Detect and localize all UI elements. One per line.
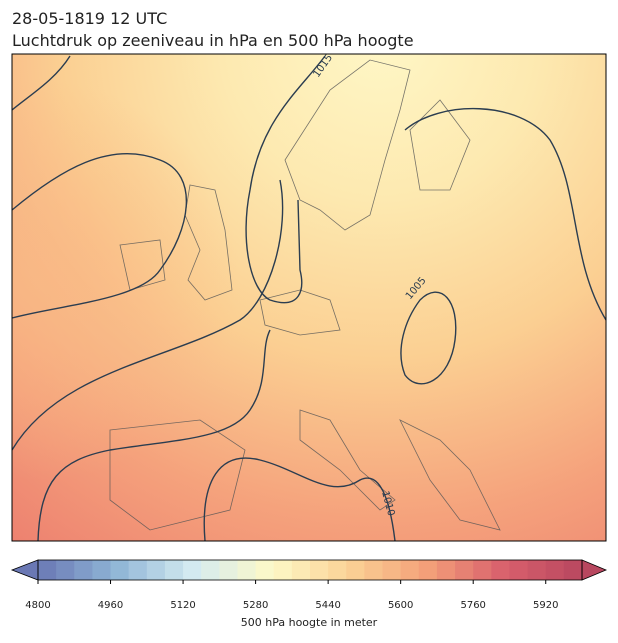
isobar xyxy=(11,55,71,111)
colorbar-swatch xyxy=(400,560,420,580)
colorbar-swatch xyxy=(237,560,257,580)
colorbar-label: 500 hPa hoogte in meter xyxy=(241,616,378,629)
isobar xyxy=(404,108,607,321)
colorbar-swatch xyxy=(38,560,57,580)
colorbar-swatch xyxy=(310,560,329,580)
colorbar-swatch xyxy=(255,560,275,580)
colorbar-swatch xyxy=(291,560,311,580)
colorbar-tick-label: 5280 xyxy=(243,600,268,611)
colorbar-extend-low xyxy=(10,559,39,581)
colorbar-swatch xyxy=(473,560,492,580)
colorbar-tick-label: 4960 xyxy=(98,600,123,611)
colorbar-swatch xyxy=(128,560,148,580)
isobar xyxy=(245,55,326,304)
isobar xyxy=(11,152,188,319)
colorbar-swatch xyxy=(346,560,365,580)
colorbar-swatch xyxy=(164,560,184,580)
coast-ireland xyxy=(119,239,166,291)
colorbar-swatch xyxy=(56,560,75,580)
isobars xyxy=(11,55,607,542)
map-frame xyxy=(11,53,607,542)
colorbar-swatch xyxy=(382,560,402,580)
colorbar-swatch xyxy=(110,560,130,580)
map-shade xyxy=(12,54,606,541)
title: 28-05-1819 12 UTC xyxy=(12,9,167,28)
colorbar-swatch xyxy=(328,560,347,580)
colorbar-swatch xyxy=(201,560,220,580)
coast-britain xyxy=(184,184,233,301)
subtitle: Luchtdruk op zeeniveau in hPa en 500 hPa… xyxy=(12,31,414,50)
colorbar-swatch xyxy=(509,560,529,580)
colorbar-tick-label: 5120 xyxy=(170,600,195,611)
isobar xyxy=(37,329,271,542)
coast-balkans xyxy=(399,419,501,531)
colorbar-tick-label: 5920 xyxy=(533,600,558,611)
colorbar-swatch xyxy=(491,560,510,580)
isobar xyxy=(11,179,284,451)
colorbar-swatch xyxy=(545,560,565,580)
colorbar-swatch xyxy=(563,560,583,580)
colorbar-swatch xyxy=(527,560,547,580)
colorbar: 4800 4960 5120 5280 5440 5600 5760 5920 xyxy=(10,559,608,611)
colorbar-swatch xyxy=(219,560,238,580)
coast-finland xyxy=(409,99,471,191)
colorbar-frame xyxy=(37,559,583,581)
colorbar-swatch xyxy=(364,560,384,580)
colorbar-swatch xyxy=(418,560,438,580)
colorbar-swatch xyxy=(146,560,166,580)
colorbar-tick-label: 5440 xyxy=(315,600,340,611)
coast-lowlands xyxy=(259,289,341,336)
colorbar-swatch xyxy=(436,560,456,580)
isobar xyxy=(400,291,457,385)
colorbar-extend-high xyxy=(581,559,608,581)
colorbar-swatch xyxy=(74,560,93,580)
coast-iberia xyxy=(109,419,246,531)
colorbar-swatch xyxy=(183,560,202,580)
map: 1015 1005 1010 xyxy=(11,53,607,542)
colorbar-tick-label: 5600 xyxy=(388,600,413,611)
colorbar-swatch xyxy=(92,560,112,580)
coast-scandinavia xyxy=(284,59,411,231)
colorbar-tick-label: 4800 xyxy=(25,600,50,611)
colorbar-tick-label: 5760 xyxy=(460,600,485,611)
isobar xyxy=(203,457,396,542)
colorbar-swatch xyxy=(273,560,293,580)
colorbar-swatch xyxy=(455,560,474,580)
